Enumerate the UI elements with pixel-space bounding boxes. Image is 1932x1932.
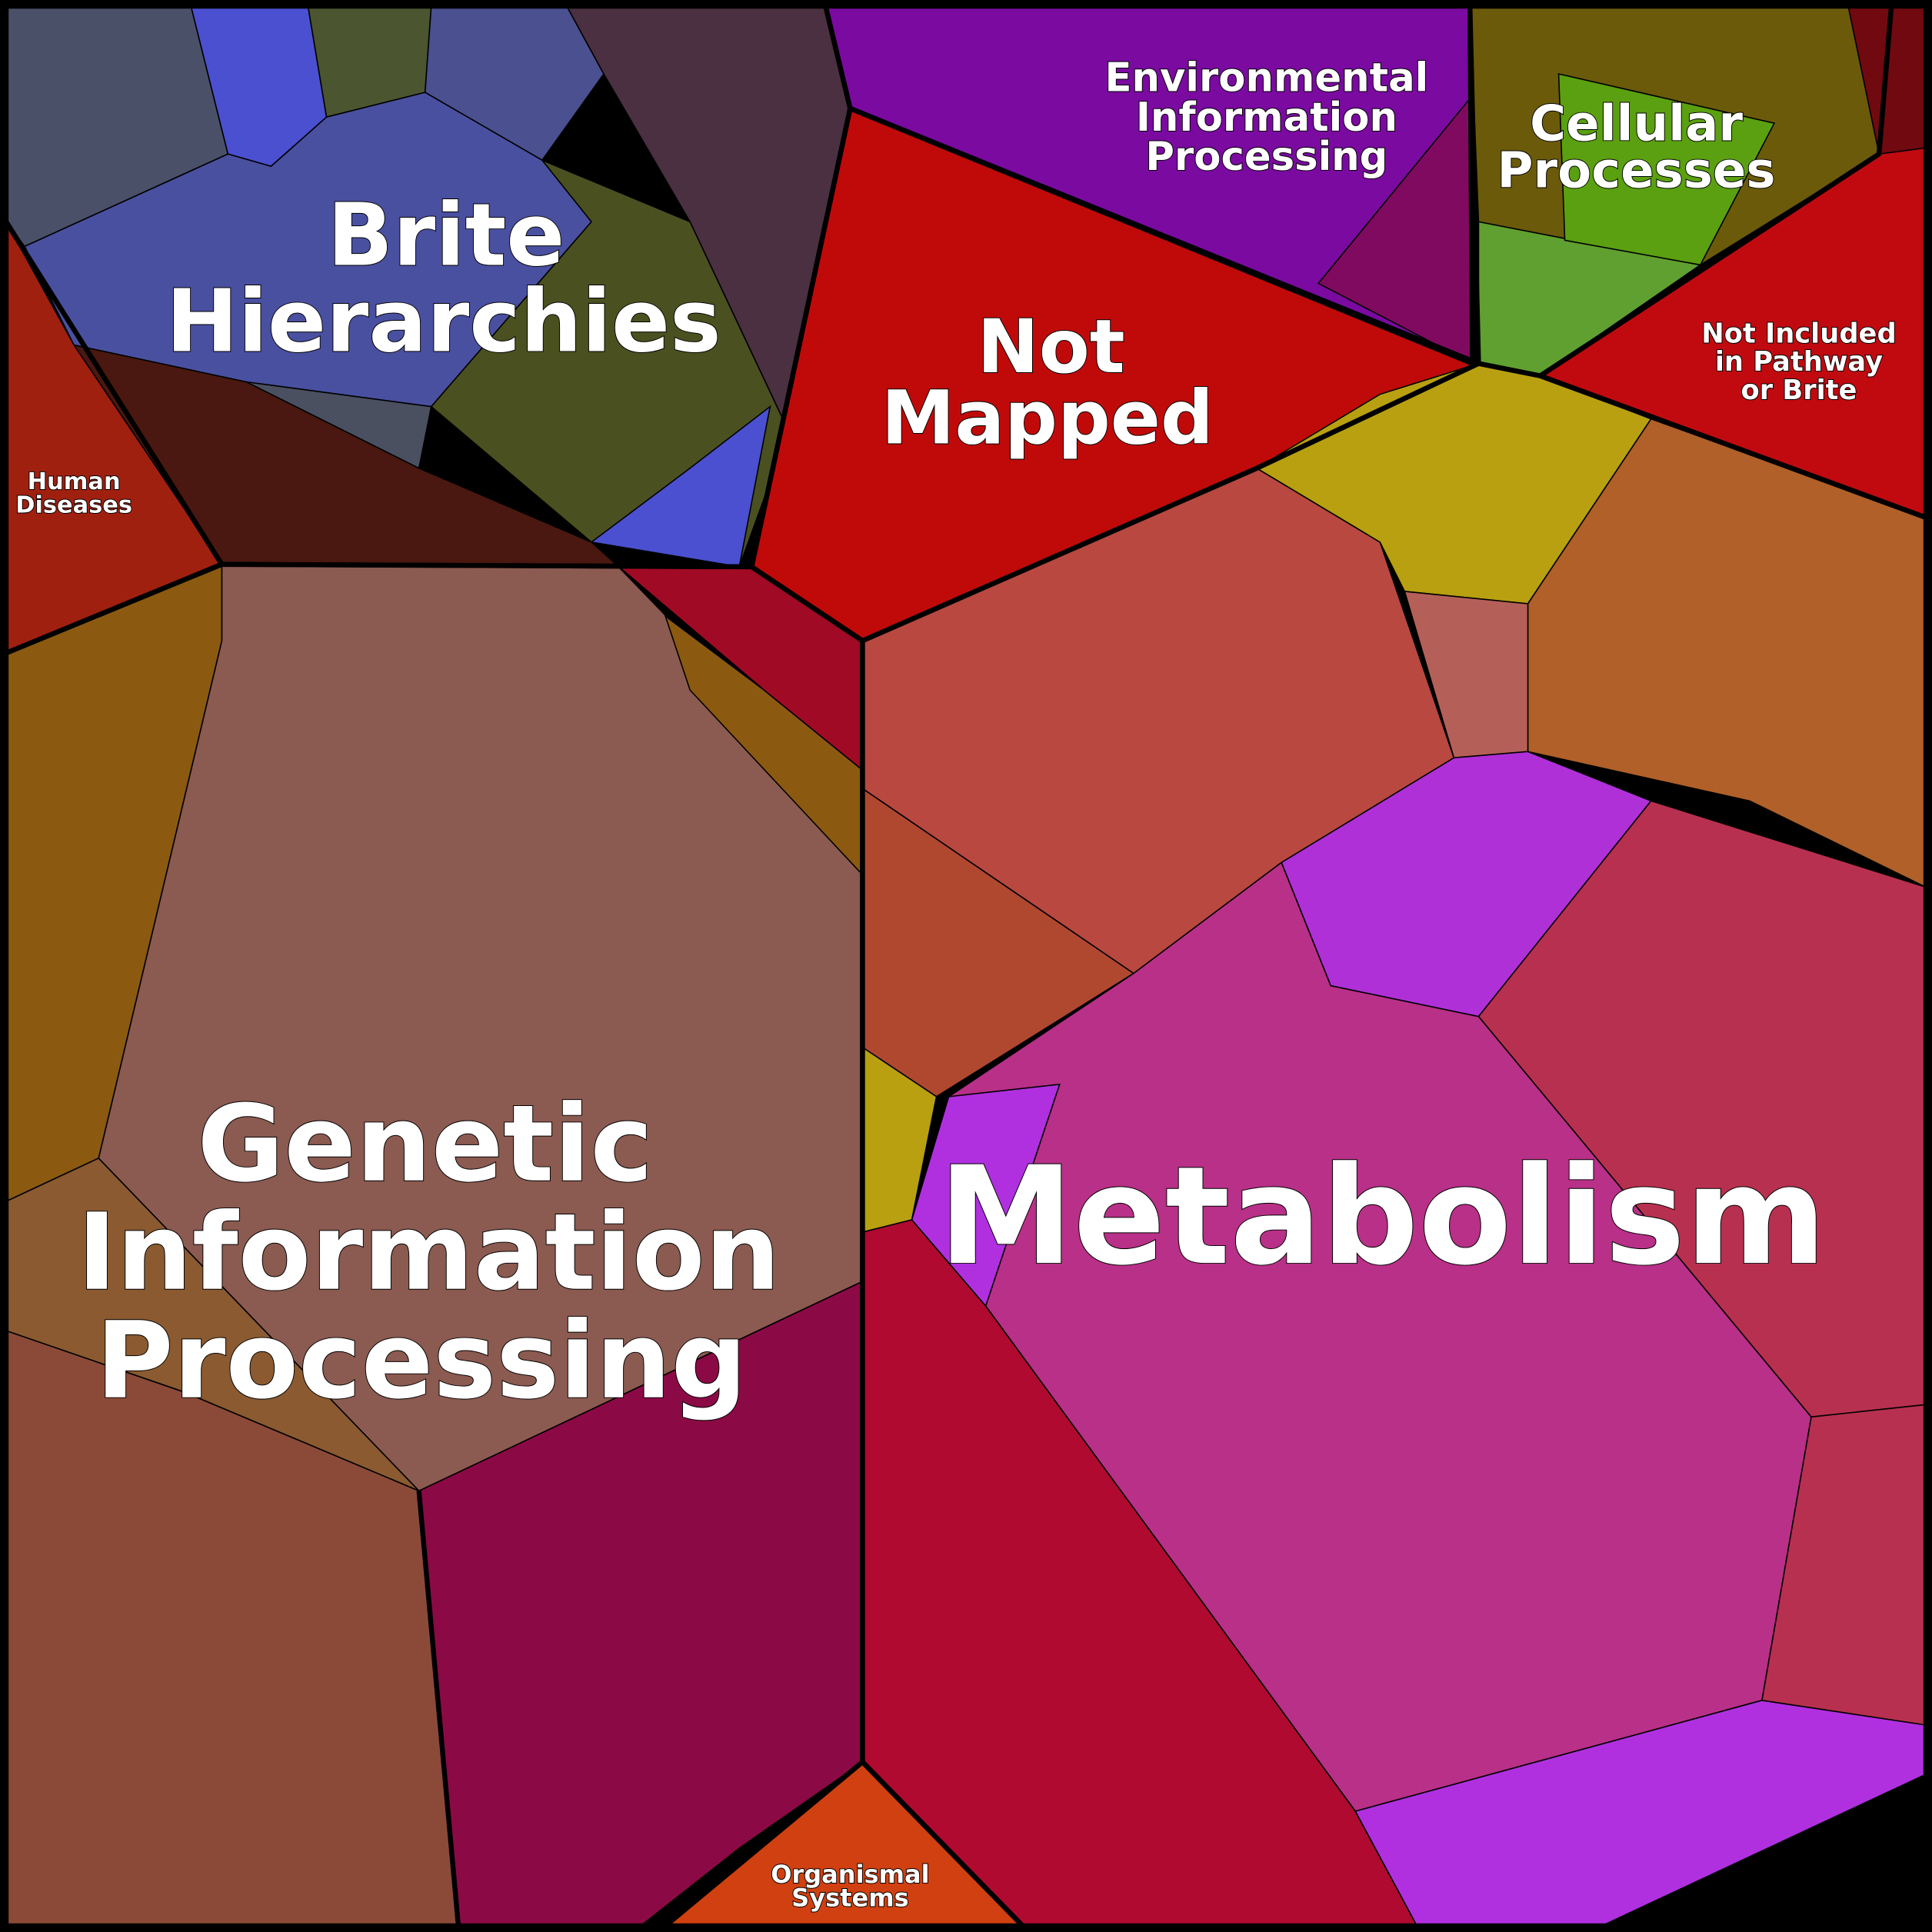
label-not-included: Not Included in Pathway or Brite	[1701, 318, 1896, 406]
label-brite: Brite Hierarchies	[166, 185, 721, 371]
label-cellular: Cellular Processes	[1497, 96, 1776, 200]
label-genetic: Genetic Information Processing	[77, 1083, 780, 1423]
cell	[590, 405, 771, 568]
cell	[1557, 73, 1776, 266]
label-environmental: Environmental Information Processing	[1105, 55, 1429, 181]
cells	[5, 5, 1927, 1927]
label-human-diseases: Human Diseases	[15, 468, 132, 518]
label-not-mapped: Not Mapped	[881, 304, 1214, 461]
border-genetic-sub	[416, 1491, 461, 1927]
label-metabolism: Metabolism	[938, 1137, 1827, 1295]
label-organismal: Organismal Systems	[771, 1860, 929, 1912]
